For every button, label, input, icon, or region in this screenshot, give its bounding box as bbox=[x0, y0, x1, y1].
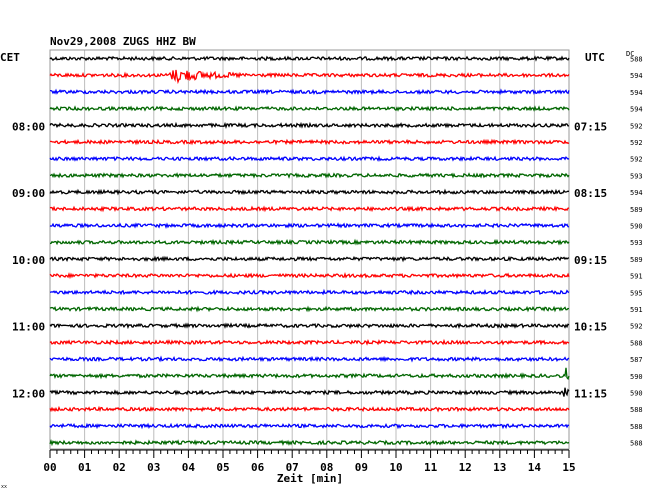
trace-row-4 bbox=[49, 121, 569, 129]
x-tick-label: 02 bbox=[113, 461, 126, 474]
utc-hour-label: 09:15 bbox=[574, 254, 607, 267]
trace-row-11 bbox=[49, 238, 570, 246]
trace-row-0 bbox=[49, 55, 570, 62]
x-tick-label: 09 bbox=[355, 461, 368, 474]
cet-hour-label: 10:00 bbox=[12, 254, 45, 267]
trace-row-10 bbox=[49, 222, 570, 230]
utc-hour-label: 08:15 bbox=[574, 187, 607, 200]
x-tick-label: 03 bbox=[147, 461, 160, 474]
dc-value: 590 bbox=[630, 390, 643, 398]
dc-value: 592 bbox=[630, 323, 643, 331]
trace-row-15 bbox=[49, 305, 570, 313]
dc-label: DC bbox=[626, 50, 634, 58]
trace-row-9 bbox=[49, 205, 570, 213]
trace-row-8 bbox=[49, 188, 570, 196]
utc-hour-label: 10:15 bbox=[574, 321, 607, 334]
trace-row-17 bbox=[49, 338, 570, 346]
trace-row-20 bbox=[49, 387, 570, 397]
trace-row-18 bbox=[49, 355, 570, 363]
trace-row-23 bbox=[49, 439, 570, 447]
x-tick-label: 13 bbox=[493, 461, 506, 474]
trace-row-16 bbox=[49, 322, 570, 330]
cet-hour-label: 08:00 bbox=[12, 120, 45, 133]
dc-value: 588 bbox=[630, 56, 643, 64]
dc-value: 588 bbox=[630, 440, 643, 448]
utc-label: UTC bbox=[585, 51, 605, 64]
cet-hour-label: 12:00 bbox=[12, 388, 45, 401]
dc-value: 590 bbox=[630, 373, 643, 381]
x-axis-label: Zeit [min] bbox=[277, 472, 343, 485]
x-tick-label: 10 bbox=[389, 461, 402, 474]
trace-row-5 bbox=[49, 138, 570, 146]
x-axis: 00 01 02 03 04 05 06 07 08 09 10 11 12 13 14 15 bbox=[43, 449, 576, 474]
cet-hour-label: 09:00 bbox=[12, 187, 45, 200]
chart-title: Nov29,2008 ZUGS HHZ BW bbox=[50, 35, 196, 48]
utc-hour-label: 11:15 bbox=[574, 388, 607, 401]
dc-value: 594 bbox=[630, 72, 643, 80]
x-tick-label: 08 bbox=[320, 461, 333, 474]
trace-row-2 bbox=[50, 88, 570, 96]
x-tick-label: 15 bbox=[562, 461, 575, 474]
trace-layer bbox=[49, 55, 570, 447]
dc-value: 588 bbox=[630, 423, 643, 431]
dc-value: 587 bbox=[630, 356, 643, 364]
utc-hour-label: 07:15 bbox=[574, 120, 607, 133]
x-tick-label: 05 bbox=[216, 461, 229, 474]
x-tick-label: 06 bbox=[251, 461, 265, 474]
trace-row-12 bbox=[49, 255, 570, 263]
dc-value: 594 bbox=[630, 106, 643, 114]
plot-grid bbox=[49, 49, 570, 450]
dc-value: 588 bbox=[630, 339, 643, 347]
plot-frame bbox=[49, 49, 570, 450]
trace-row-13 bbox=[49, 272, 570, 280]
dc-value: 593 bbox=[630, 239, 643, 247]
dc-value: 590 bbox=[630, 223, 643, 231]
dc-value: 592 bbox=[630, 139, 643, 147]
trace-row-6 bbox=[49, 155, 570, 162]
trace-row-3 bbox=[49, 105, 570, 112]
dc-value: 593 bbox=[630, 172, 643, 180]
cet-hour-label: 11:00 bbox=[12, 321, 45, 334]
x-tick-label: 12 bbox=[459, 461, 472, 474]
dc-value: 591 bbox=[630, 273, 643, 281]
footnote: xx bbox=[1, 484, 7, 490]
dc-value: 594 bbox=[630, 189, 643, 197]
trace-row-19 bbox=[49, 367, 570, 381]
dc-value: 592 bbox=[630, 156, 643, 164]
x-tick-label: 00 bbox=[43, 461, 56, 474]
hour-labels: 08:00 09:00 10:00 11:00 12:00 07:15 08:15 09:15… bbox=[12, 56, 643, 448]
x-tick-label: 11 bbox=[424, 461, 438, 474]
dc-value: 589 bbox=[630, 206, 643, 214]
trace-row-14 bbox=[49, 288, 570, 296]
dc-value: 588 bbox=[630, 406, 643, 414]
x-tick-label: 04 bbox=[182, 461, 196, 474]
x-tick-label: 07 bbox=[286, 461, 299, 474]
cet-label: CET bbox=[0, 51, 20, 64]
dc-value: 594 bbox=[630, 89, 643, 97]
dc-value: 595 bbox=[630, 289, 643, 297]
x-tick-label: 14 bbox=[528, 461, 542, 474]
trace-row-1 bbox=[49, 69, 570, 85]
dc-value: 589 bbox=[630, 256, 643, 264]
trace-row-21 bbox=[49, 405, 570, 413]
trace-row-7 bbox=[49, 172, 570, 179]
dc-value: 591 bbox=[630, 306, 643, 314]
trace-row-22 bbox=[49, 422, 570, 430]
dc-value: 592 bbox=[630, 122, 643, 130]
x-tick-label: 01 bbox=[78, 461, 92, 474]
